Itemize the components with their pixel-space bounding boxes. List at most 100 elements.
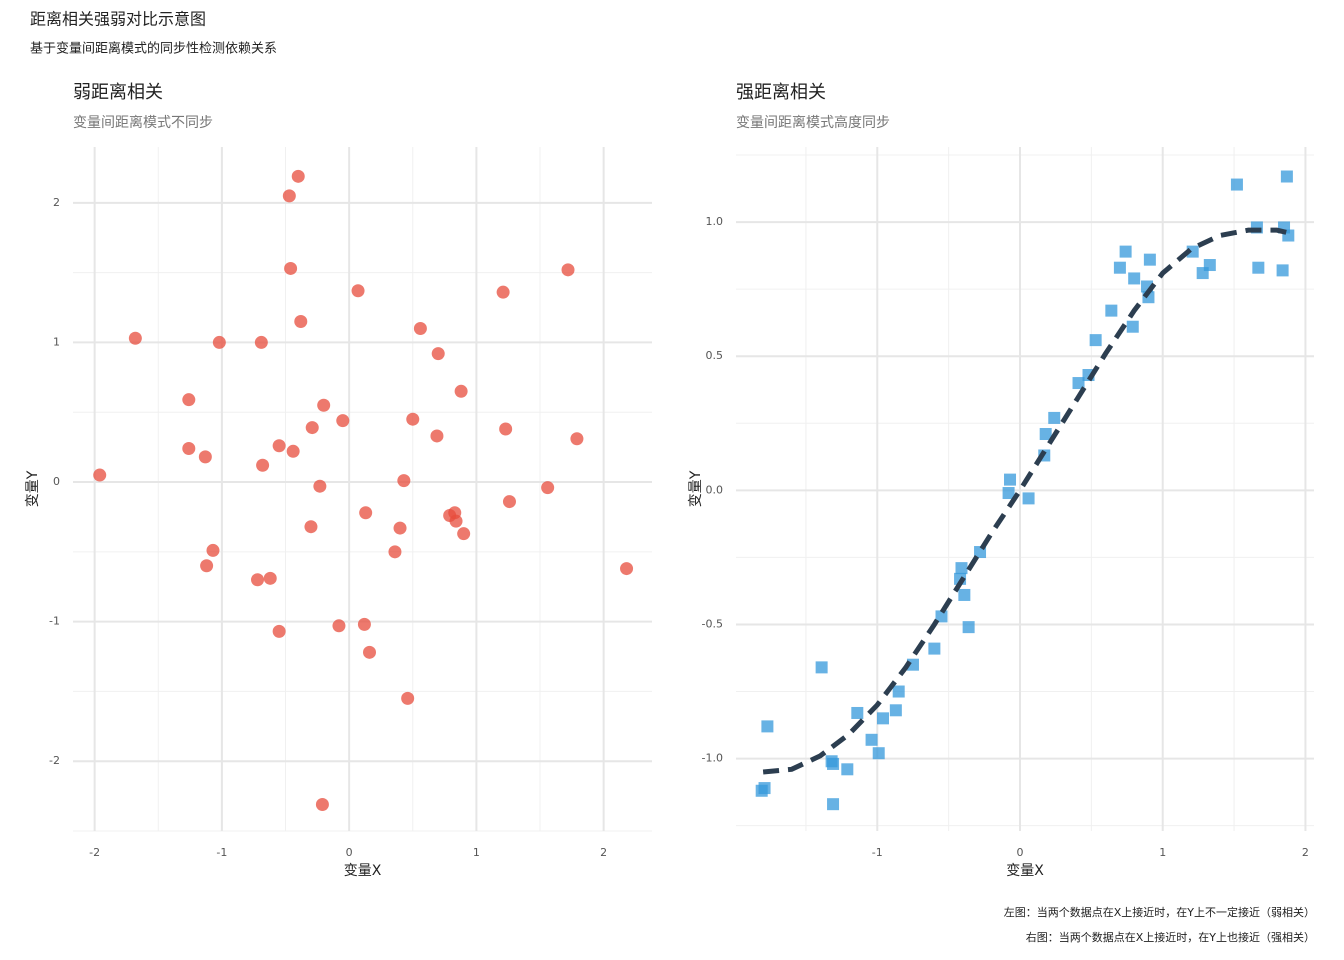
x-tick-label: -1 bbox=[872, 846, 883, 859]
point bbox=[128, 331, 142, 345]
point bbox=[430, 429, 444, 443]
y-tick-label: 0.0 bbox=[706, 483, 724, 496]
point bbox=[1105, 304, 1118, 317]
x-tick-label: 0 bbox=[1017, 846, 1024, 859]
point bbox=[1119, 245, 1132, 258]
point bbox=[1230, 178, 1243, 191]
point bbox=[206, 543, 220, 557]
caption: 右图：当两个数据点在X上接近时，在Y上也接近（强相关） bbox=[1026, 930, 1315, 944]
point bbox=[332, 619, 346, 633]
point bbox=[304, 520, 318, 534]
point bbox=[397, 474, 411, 488]
point bbox=[928, 642, 941, 655]
point bbox=[1143, 253, 1156, 266]
y-axis-title: 变量Y bbox=[688, 470, 704, 507]
caption: 左图：当两个数据点在X上接近时，在Y上不一定接近（弱相关） bbox=[1004, 905, 1315, 919]
x-tick-label: 0 bbox=[346, 846, 353, 859]
point bbox=[827, 757, 840, 770]
point bbox=[251, 573, 265, 587]
point bbox=[359, 506, 373, 520]
point bbox=[570, 432, 584, 446]
y-tick-label: 0.5 bbox=[706, 349, 724, 362]
x-axis-title: 变量X bbox=[1006, 863, 1044, 879]
point bbox=[1280, 170, 1293, 183]
point bbox=[393, 521, 407, 535]
point bbox=[841, 763, 854, 776]
y-tick-label: 2 bbox=[53, 196, 60, 209]
point bbox=[457, 527, 471, 541]
point bbox=[906, 658, 919, 671]
point bbox=[1089, 334, 1102, 347]
point bbox=[1186, 245, 1199, 258]
point bbox=[272, 624, 286, 638]
point bbox=[313, 479, 327, 493]
point bbox=[406, 412, 420, 426]
point bbox=[876, 712, 889, 725]
y-tick-label: -1 bbox=[49, 615, 60, 628]
point bbox=[892, 685, 905, 698]
point bbox=[1196, 267, 1209, 280]
point bbox=[254, 335, 268, 349]
point bbox=[1004, 473, 1017, 486]
point bbox=[620, 562, 634, 576]
point bbox=[541, 481, 555, 495]
y-tick-label: 1.0 bbox=[706, 215, 724, 228]
point bbox=[454, 384, 468, 398]
point bbox=[282, 189, 296, 203]
point bbox=[1126, 320, 1139, 333]
point bbox=[305, 421, 319, 435]
point bbox=[889, 704, 902, 717]
point bbox=[1002, 487, 1015, 500]
point bbox=[851, 706, 864, 719]
point bbox=[291, 169, 305, 183]
x-tick-label: 2 bbox=[600, 846, 607, 859]
y-axis-title: 变量Y bbox=[25, 470, 41, 507]
y-tick-label: 1 bbox=[53, 335, 60, 348]
point bbox=[272, 439, 286, 453]
point bbox=[182, 393, 196, 407]
point bbox=[401, 691, 415, 705]
figure-title: 距离相关强弱对比示意图 bbox=[30, 10, 206, 29]
point bbox=[317, 398, 331, 412]
panel-subtitle: 变量间距离模式不同步 bbox=[73, 114, 213, 131]
panel-title: 强距离相关 bbox=[736, 82, 826, 103]
point bbox=[388, 545, 402, 559]
point bbox=[336, 414, 350, 428]
point bbox=[362, 645, 376, 659]
point bbox=[431, 347, 445, 361]
x-axis-title: 变量X bbox=[344, 863, 382, 879]
point bbox=[865, 733, 878, 746]
x-tick-label: -2 bbox=[89, 846, 100, 859]
point bbox=[263, 571, 277, 585]
point bbox=[496, 285, 510, 299]
point bbox=[502, 495, 516, 509]
x-tick-label: -1 bbox=[216, 846, 227, 859]
point bbox=[182, 442, 196, 456]
point bbox=[935, 610, 948, 623]
point bbox=[200, 559, 214, 573]
point bbox=[1128, 272, 1141, 285]
point bbox=[1072, 377, 1085, 390]
point bbox=[413, 321, 427, 335]
point bbox=[962, 621, 975, 634]
y-tick-label: -0.5 bbox=[702, 617, 723, 630]
x-tick-label: 1 bbox=[1159, 846, 1166, 859]
point bbox=[357, 617, 371, 631]
figure-subtitle: 基于变量间距离模式的同步性检测依赖关系 bbox=[30, 41, 277, 57]
point bbox=[1048, 411, 1061, 424]
point bbox=[1022, 492, 1035, 505]
point bbox=[449, 514, 463, 528]
point bbox=[1252, 261, 1265, 274]
point bbox=[1039, 428, 1052, 441]
y-tick-label: 0 bbox=[53, 475, 60, 488]
point bbox=[198, 450, 212, 464]
y-tick-label: -2 bbox=[49, 754, 60, 767]
point bbox=[827, 798, 840, 811]
point bbox=[212, 335, 226, 349]
point bbox=[955, 562, 968, 575]
panel-subtitle: 变量间距离模式高度同步 bbox=[736, 114, 890, 131]
